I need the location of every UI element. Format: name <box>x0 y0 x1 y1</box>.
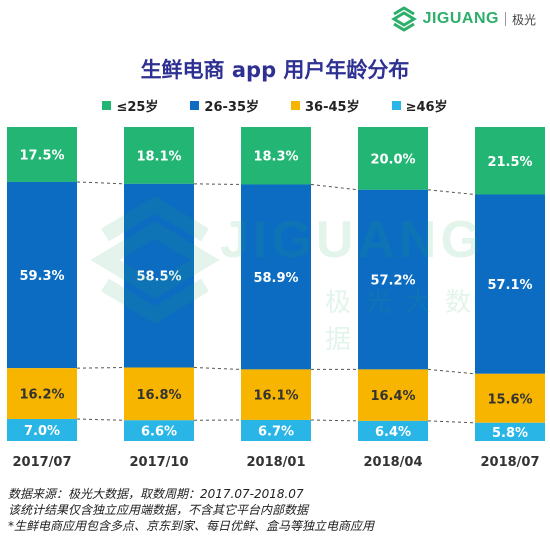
bar-segment-36-45-2 <box>124 367 194 421</box>
x-tick-label-1: 2017/07 <box>12 455 71 470</box>
legend-label-36-45: 36-45岁 <box>305 100 360 115</box>
data-label-36-45-2: 16.8% <box>136 388 181 403</box>
chart-title: 生鲜电商 app 用户年龄分布 <box>140 58 410 82</box>
brand-sub: 极光 <box>511 12 536 27</box>
jiguang-logo-icon <box>390 6 417 32</box>
bar-segment-26-35-5 <box>475 194 545 374</box>
data-label-ge46-5: 5.8% <box>492 426 528 441</box>
data-label-ge46-1: 7.0% <box>24 424 60 439</box>
bar-segment-lt25-5 <box>475 127 545 195</box>
data-label-26-35-4: 57.2% <box>370 274 415 289</box>
chart-notes: 数据来源：极光大数据，取数周期：2017.07-2018.07 该统计结果仅含独… <box>8 486 374 534</box>
bar-segment-ge46-2 <box>124 420 194 441</box>
data-label-36-45-4: 16.4% <box>370 389 415 404</box>
legend-label-26-35: 26-35岁 <box>204 100 259 115</box>
connector-line-3-3 <box>310 419 359 422</box>
bar-segment-ge46-5 <box>475 422 545 441</box>
legend-item-36-45: 36-45岁 <box>291 96 360 115</box>
bar-segment-26-35-4 <box>358 189 428 370</box>
bar-segment-ge46-1 <box>7 419 77 441</box>
data-label-lt25-2: 18.1% <box>136 149 181 164</box>
bar-segment-lt25-2 <box>124 127 194 184</box>
legend-item-lt25: ≤25岁 <box>102 96 158 115</box>
data-label-36-45-5: 15.6% <box>487 392 532 407</box>
legend-item-ge46: ≥46岁 <box>391 96 448 115</box>
connector-line-3-1 <box>310 183 359 191</box>
data-label-26-35-3: 58.9% <box>253 271 298 286</box>
data-label-26-35-1: 59.3% <box>19 269 64 284</box>
connector-line-1-1 <box>76 181 125 185</box>
bar-segment-lt25-4 <box>358 127 428 190</box>
x-tick-label-2: 2017/10 <box>129 455 188 470</box>
x-tick-label-5: 2018/07 <box>480 455 539 470</box>
connector-line-4-1 <box>427 189 476 196</box>
brand-name: JIGUANG <box>422 10 499 27</box>
connector-line-1-3 <box>76 418 125 421</box>
connector-line-2-1 <box>193 183 242 185</box>
connector-line-4-3 <box>427 420 476 424</box>
legend-swatch-lt25 <box>102 101 112 110</box>
bar-segment-36-45-5 <box>475 373 545 423</box>
bar-segment-26-35-2 <box>124 183 194 368</box>
data-label-ge46-3: 6.7% <box>258 424 294 439</box>
bar-segment-lt25-1 <box>7 127 77 182</box>
note-source: 数据来源：极光大数据，取数周期：2017.07-2018.07 <box>8 487 304 501</box>
data-label-lt25-5: 21.5% <box>487 155 532 170</box>
note-apps: *生鲜电商应用包含多点、京东到家、每日优鲜、盒马等独立电商应用 <box>8 519 375 533</box>
connector-line-2-2 <box>193 367 242 370</box>
legend-label-ge46: ≥46岁 <box>405 100 448 115</box>
bar-segment-26-35-3 <box>241 184 311 370</box>
bar-segment-ge46-4 <box>358 420 428 441</box>
connector-line-4-2 <box>427 368 476 375</box>
data-label-lt25-4: 20.0% <box>370 152 415 167</box>
bar-segment-lt25-3 <box>241 127 311 185</box>
brand-logo: JIGUANG 极光 <box>390 6 536 32</box>
data-label-36-45-1: 16.2% <box>19 388 64 403</box>
legend-item-26-35: 26-35岁 <box>190 96 259 115</box>
note-scope: 该统计结果仅含独立应用端数据，不含其它平台内部数据 <box>8 503 309 517</box>
data-label-ge46-2: 6.6% <box>141 425 177 440</box>
bar-segment-36-45-1 <box>7 368 77 420</box>
bar-segment-26-35-1 <box>7 181 77 369</box>
legend-label-lt25: ≤25岁 <box>116 100 159 115</box>
data-label-26-35-2: 58.5% <box>136 270 181 285</box>
data-label-26-35-5: 57.1% <box>487 278 532 293</box>
legend-swatch-36-45 <box>291 101 300 110</box>
x-tick-label-3: 2018/01 <box>246 455 305 470</box>
data-label-lt25-3: 18.3% <box>253 150 298 165</box>
x-tick-label-4: 2018/04 <box>363 455 422 470</box>
bar-segment-36-45-4 <box>358 369 428 421</box>
connector-line-1-2 <box>76 367 125 369</box>
legend-swatch-ge46 <box>391 101 401 110</box>
data-label-ge46-4: 6.4% <box>375 425 411 440</box>
data-label-36-45-3: 16.1% <box>253 389 298 404</box>
bar-segment-36-45-3 <box>241 369 311 420</box>
chart-legend: ≤25岁 26-35岁 36-45岁 ≥46岁 <box>0 96 550 115</box>
brand-separator <box>504 12 506 26</box>
data-label-lt25-1: 17.5% <box>19 148 64 163</box>
bar-segment-ge46-3 <box>241 419 311 441</box>
legend-swatch-26-35 <box>190 101 200 110</box>
